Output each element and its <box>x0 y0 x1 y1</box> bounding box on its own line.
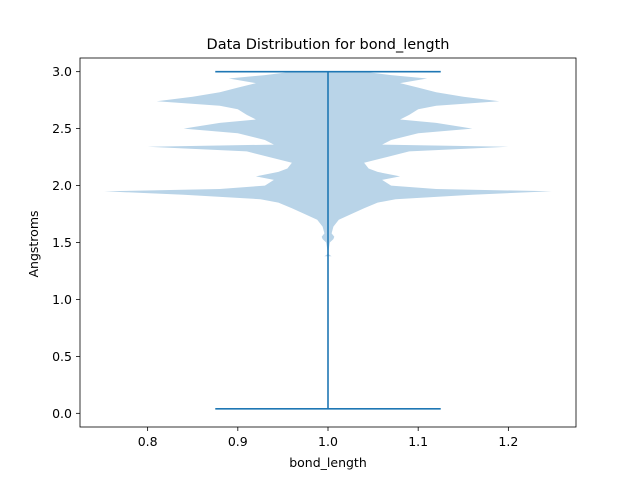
x-tick-label: 1.0 <box>318 434 338 449</box>
y-tick-label: 3.0 <box>52 64 72 79</box>
chart-title: Data Distribution for bond_length <box>207 37 450 53</box>
x-axis: 0.8 0.9 1.0 1.1 1.2 <box>138 427 518 449</box>
x-tick-label: 0.8 <box>138 434 158 449</box>
y-tick-label: 2.5 <box>52 121 72 136</box>
x-tick-label: 1.2 <box>498 434 518 449</box>
y-tick-label: 2.0 <box>52 178 72 193</box>
x-axis-label: bond_length <box>289 455 367 470</box>
y-axis: 0.0 0.5 1.0 1.5 2.0 2.5 3.0 <box>52 64 80 421</box>
y-axis-label: Angstroms <box>26 210 41 277</box>
y-tick-label: 1.0 <box>52 292 72 307</box>
x-tick-label: 0.9 <box>228 434 248 449</box>
y-tick-label: 1.5 <box>52 235 72 250</box>
y-tick-label: 0.5 <box>52 349 72 364</box>
y-tick-label: 0.0 <box>52 406 72 421</box>
x-tick-label: 1.1 <box>408 434 428 449</box>
